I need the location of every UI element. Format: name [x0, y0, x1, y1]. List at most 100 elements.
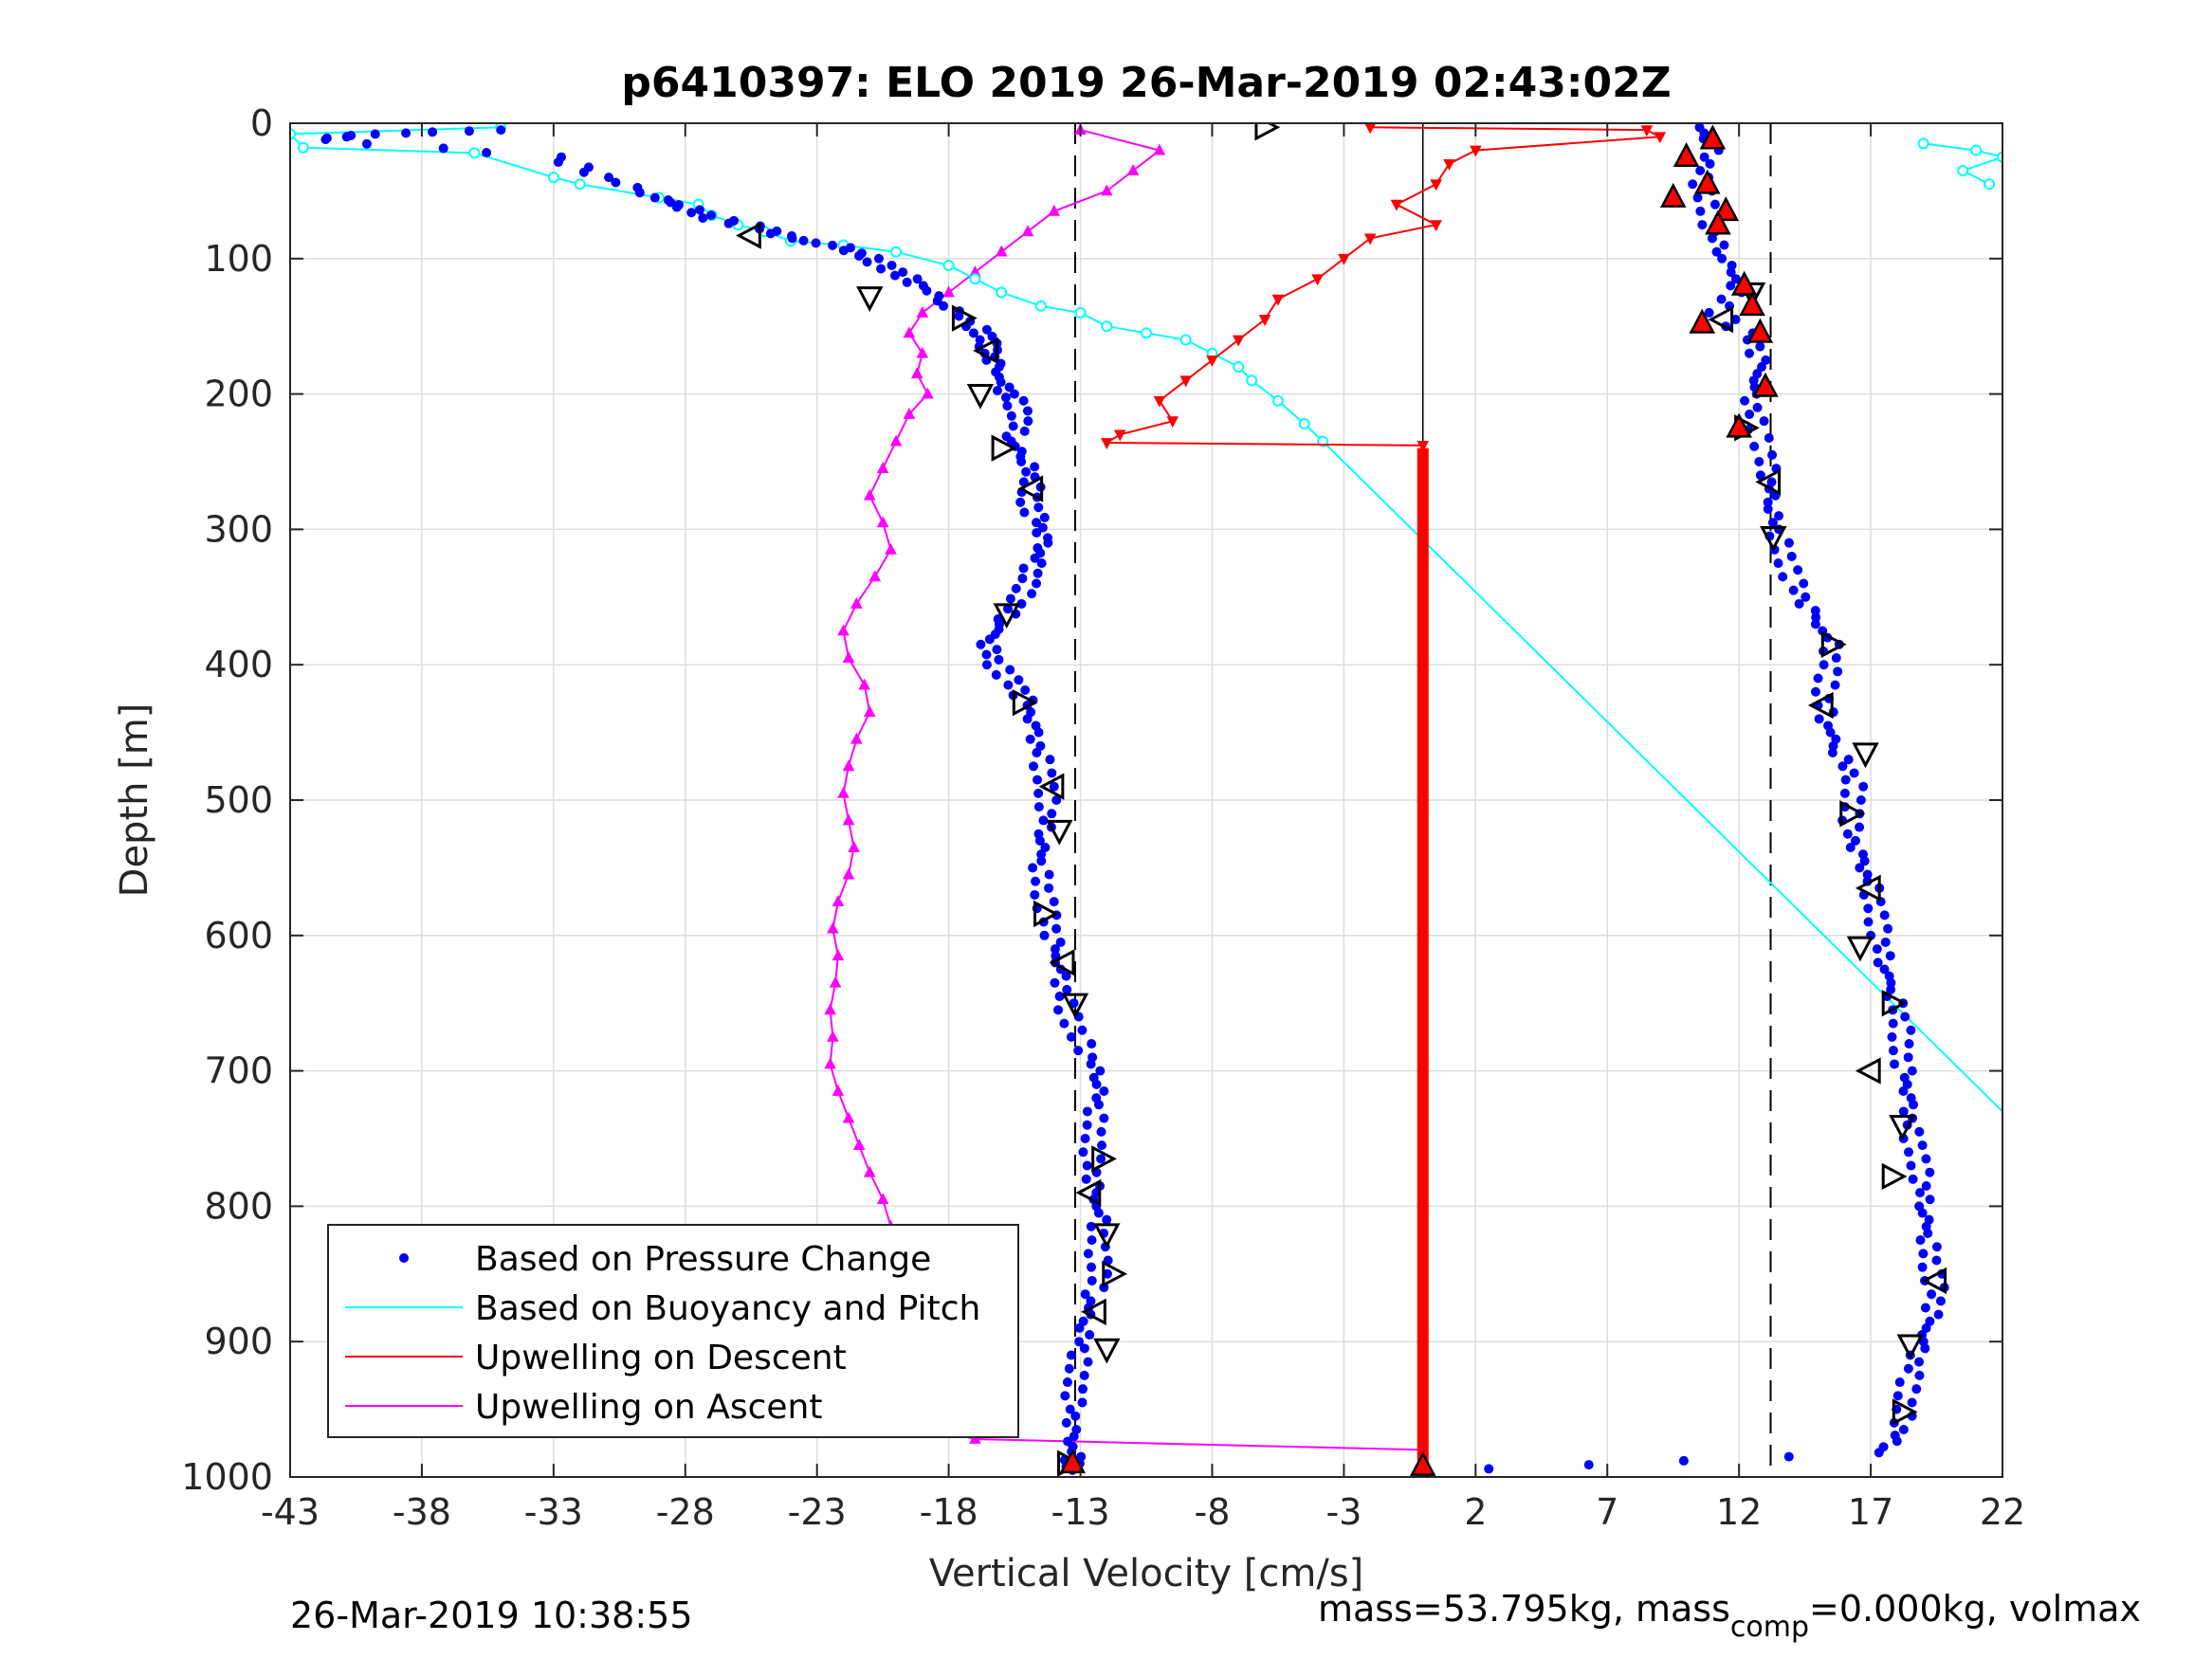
pressure-change-ascent-point	[1859, 856, 1870, 866]
descent-upwelling-bottom-column	[1417, 447, 1429, 1477]
pressure-change-descent-point	[1002, 401, 1013, 411]
legend-label: Upwelling on Descent	[475, 1339, 847, 1377]
buoyancy-pitch-surface-point	[1917, 137, 1929, 150]
buoyancy-pitch-point	[1233, 361, 1245, 374]
ascent-upwelling-point	[1048, 204, 1061, 216]
open-triangle-marker	[1708, 305, 1734, 334]
pressure-change-descent-point	[496, 125, 506, 136]
pressure-change-descent-point	[1070, 1411, 1081, 1421]
pressure-change-ascent-point	[1885, 951, 1895, 961]
pressure-change-ascent-point	[1918, 1249, 1929, 1259]
x-tick-label: 7	[1596, 1491, 1618, 1533]
pressure-change-ascent-point	[1908, 1174, 1918, 1184]
pressure-change-descent-point	[723, 218, 734, 228]
pressure-change-ascent-point	[1759, 416, 1769, 427]
pressure-change-ascent-point	[1925, 1167, 1935, 1177]
filled-triangle-marker	[1409, 1450, 1436, 1476]
pressure-change-ascent-point	[1843, 755, 1854, 765]
open-triangle-marker	[1049, 949, 1075, 976]
pressure-change-descent-point	[1103, 1268, 1113, 1279]
pressure-change-descent-point	[1086, 1059, 1096, 1069]
buoyancy-pitch-surface-point	[1957, 164, 1969, 176]
pressure-change-ascent-point	[1799, 578, 1809, 589]
pressure-change-ascent-point	[1763, 503, 1773, 514]
filled-triangle-marker	[1730, 270, 1758, 296]
pressure-change-descent-point	[1016, 598, 1027, 609]
pressure-change-ascent-point	[1695, 206, 1706, 216]
pressure-change-descent-point	[991, 669, 1001, 680]
pressure-change-descent-point	[1030, 889, 1040, 900]
chart-title: p6410397: ELO 2019 26-Mar-2019 02:43:02Z	[621, 59, 1671, 107]
filled-triangle-marker	[1699, 124, 1727, 150]
x-tick-label: -8	[1195, 1491, 1231, 1533]
pressure-change-descent-point	[838, 246, 849, 256]
pressure-change-descent-point	[954, 311, 964, 321]
pressure-change-ascent-point	[1730, 274, 1741, 284]
pressure-change-descent-point	[1064, 1363, 1074, 1374]
pressure-change-descent-point	[1093, 1208, 1104, 1218]
plot-content	[290, 123, 2002, 1477]
descent-upwelling-point	[1654, 132, 1667, 144]
pressure-change-descent-point	[1000, 392, 1011, 403]
descent-upwelling-point	[1101, 438, 1113, 450]
pressure-change-descent-point	[1074, 1337, 1085, 1347]
y-tick-label: 700	[204, 1050, 273, 1092]
pressure-change-ascent-point	[1764, 433, 1774, 444]
pressure-change-descent-point	[1008, 421, 1018, 431]
pressure-change-descent-point	[649, 192, 660, 203]
pressure-change-descent-point	[984, 634, 995, 645]
pressure-change-descent-point	[981, 649, 992, 660]
pressure-change-ascent-point	[1921, 1322, 1931, 1333]
open-triangle-marker	[1091, 1145, 1117, 1173]
buoyancy-pitch-point	[547, 172, 559, 184]
ascent-upwelling-point	[850, 732, 863, 744]
ascent-upwelling-point	[885, 542, 897, 555]
ascent-upwelling-point	[942, 285, 955, 298]
pressure-change-descent-point	[1051, 923, 1062, 934]
pressure-change-ascent-point	[1786, 551, 1797, 561]
pressure-change-descent-point	[1059, 1018, 1069, 1029]
pressure-change-ascent-point	[1863, 903, 1874, 914]
pressure-change-descent-point	[361, 138, 372, 149]
filled-triangle-marker	[1752, 372, 1779, 397]
x-tick-label: -23	[788, 1491, 847, 1533]
pressure-change-ascent-point	[1894, 1377, 1905, 1388]
pressure-change-descent-point	[992, 386, 1002, 396]
pressure-change-ascent-point	[1717, 253, 1728, 264]
descent-upwelling-point	[1258, 315, 1271, 327]
pressure-change-ascent-point	[1819, 660, 1829, 670]
pressure-change-descent-point	[694, 205, 704, 215]
buoyancy-pitch-surface-line	[1923, 142, 2002, 186]
pressure-change-ascent-point	[1873, 957, 1883, 968]
pressure-change-descent-point	[1033, 775, 1043, 785]
pressure-change-ascent-point	[1719, 240, 1729, 250]
legend-label: Based on Buoyancy and Pitch	[475, 1289, 980, 1328]
pressure-change-ascent-point	[1726, 281, 1736, 291]
pressure-change-descent-point	[1033, 568, 1043, 578]
ascent-upwelling-point	[827, 921, 839, 934]
pressure-change-ascent-point	[1935, 1296, 1946, 1306]
pressure-change-descent-point	[1077, 1025, 1088, 1035]
pressure-change-descent-point	[887, 260, 897, 270]
ascent-upwelling-point	[842, 867, 855, 880]
pressure-change-descent-point	[1050, 977, 1060, 988]
pressure-change-descent-point	[1049, 897, 1059, 907]
pressure-change-descent-point	[1016, 457, 1027, 466]
pressure-change-ascent-point	[1874, 1448, 1884, 1458]
pressure-change-descent-point	[1030, 553, 1040, 563]
pressure-change-ascent-point	[1778, 572, 1788, 582]
pressure-change-descent-point	[1005, 593, 1015, 604]
descent-upwelling-point	[1153, 395, 1166, 408]
pressure-change-ascent-point	[1757, 362, 1767, 373]
pressure-change-descent-point	[1091, 1079, 1102, 1089]
pressure-change-descent-point	[1036, 856, 1047, 866]
pressure-change-descent-point	[1028, 863, 1038, 873]
pressure-change-descent-point	[902, 277, 912, 287]
pressure-change-descent-point	[1019, 507, 1030, 518]
open-triangle-marker	[1881, 990, 1908, 1017]
pressure-change-descent-point	[992, 645, 1002, 655]
pressure-change-ascent-point	[1880, 937, 1891, 947]
descent-upwelling-point	[1338, 253, 1350, 265]
ascent-upwelling-point	[876, 516, 889, 528]
pressure-change-ascent-point	[1810, 686, 1820, 697]
